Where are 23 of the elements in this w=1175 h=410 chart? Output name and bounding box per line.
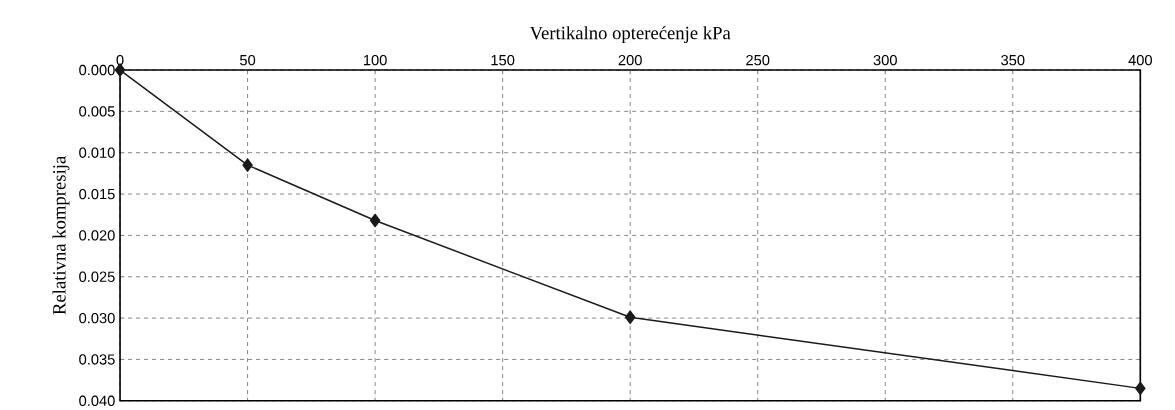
- x-tick-label: 150: [491, 54, 515, 66]
- y-tick-label: 0.020: [79, 230, 115, 241]
- y-tick-label: 0.000: [79, 64, 115, 76]
- y-tick-label: 0.040: [79, 395, 115, 406]
- y-tick-label: 0.015: [79, 188, 115, 200]
- x-tick-label: 250: [746, 54, 770, 66]
- point: [242, 158, 253, 172]
- x-tick-label: 300: [873, 54, 897, 66]
- y-tick-label: 0.025: [79, 271, 115, 282]
- x-tick-label: 100: [363, 54, 387, 66]
- y-tick-label: 0.010: [79, 147, 115, 158]
- x-tick-label: 50: [240, 54, 256, 66]
- x-axis-title: Vertikalno opterećenje kPa: [529, 25, 731, 43]
- point: [369, 213, 381, 228]
- y-tick-label: 0.030: [79, 312, 115, 324]
- point: [1135, 381, 1146, 395]
- y-axis-title: Relativna kompresija: [52, 155, 70, 315]
- y-tick-label: 0.005: [79, 105, 115, 117]
- x-tick-label: 200: [618, 54, 642, 66]
- x-tick-label: 400: [1128, 54, 1152, 66]
- point: [624, 310, 636, 324]
- y-tick-label: 0.035: [79, 354, 115, 365]
- x-tick-label: 350: [1001, 54, 1025, 66]
